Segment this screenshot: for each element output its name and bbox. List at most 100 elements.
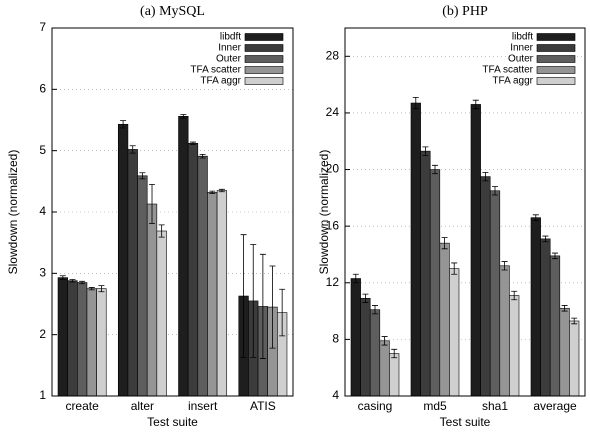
bar — [379, 340, 390, 397]
error-bar — [441, 237, 448, 250]
error-bar — [189, 141, 196, 145]
bar — [559, 307, 570, 397]
bar — [127, 149, 138, 397]
error-bar — [381, 336, 388, 346]
bar — [470, 104, 481, 397]
error-bar — [98, 285, 105, 293]
error-bar — [269, 265, 276, 349]
legend-label: TFA scatter — [482, 65, 533, 76]
bar — [549, 255, 561, 397]
bar — [569, 320, 580, 397]
error-bar — [129, 145, 136, 154]
bar — [439, 242, 450, 397]
plot-frame — [51, 27, 294, 397]
error-bar — [482, 171, 489, 182]
bar — [360, 298, 371, 397]
bar — [207, 192, 218, 397]
bar — [137, 175, 148, 397]
y-tick-label: 5 — [39, 143, 46, 157]
error-bar — [69, 279, 76, 283]
bar — [178, 116, 189, 397]
y-tick-label: 12 — [326, 275, 340, 289]
error-bar — [501, 261, 508, 271]
error-bar — [158, 224, 165, 238]
error-bar — [472, 99, 479, 110]
legend-swatch — [244, 33, 284, 41]
legend-label: Outer — [216, 54, 242, 65]
error-bar — [240, 234, 247, 358]
error-bar — [209, 190, 216, 194]
bar — [350, 278, 361, 397]
error-bar — [451, 262, 458, 275]
bar — [86, 288, 97, 397]
bar — [389, 353, 400, 397]
error-bar — [88, 287, 95, 291]
bar — [57, 277, 68, 397]
x-tick-label: ATIS — [250, 399, 276, 413]
error-bar — [571, 317, 578, 325]
bar — [530, 217, 541, 397]
bar — [369, 309, 381, 397]
y-tick-label: 16 — [326, 218, 340, 232]
x-tick-label: insert — [188, 399, 218, 413]
x-tick-label: md5 — [423, 399, 447, 413]
legend-label: TFA aggr — [200, 76, 241, 87]
legend-swatch — [536, 44, 576, 52]
error-bar — [422, 146, 429, 156]
legend-swatch — [244, 66, 284, 74]
error-bar — [59, 275, 66, 280]
y-axis-label: Slowdown (normalized) — [6, 150, 20, 275]
legend-swatch — [244, 55, 284, 63]
error-bar — [199, 153, 206, 159]
x-tick-label: sha1 — [482, 399, 508, 413]
bar — [410, 102, 421, 397]
error-bar — [412, 96, 419, 110]
x-tick-label: average — [533, 399, 577, 413]
error-bar — [352, 273, 359, 284]
y-tick-label: 2 — [39, 327, 46, 341]
chart-title: (a) MySQL — [140, 4, 205, 19]
bar — [67, 280, 78, 397]
error-bar — [279, 288, 286, 337]
bar — [117, 123, 129, 397]
bar — [429, 169, 441, 397]
y-tick-label: 8 — [332, 332, 339, 346]
bar — [499, 265, 510, 397]
plot-frame — [344, 27, 586, 397]
bar — [187, 143, 199, 397]
y-tick-label: 3 — [39, 266, 46, 280]
x-tick-label: alter — [131, 399, 154, 413]
y-tick-label: 6 — [39, 82, 46, 96]
x-tick-label: casing — [358, 399, 393, 413]
error-bar — [139, 172, 146, 180]
error-bar — [218, 188, 225, 193]
legend-swatch — [536, 77, 576, 85]
legend-label: TFA aggr — [492, 76, 533, 87]
bar — [540, 238, 551, 397]
legend-swatch — [536, 33, 576, 41]
legend-label: Outer — [508, 54, 534, 65]
bar — [77, 282, 88, 397]
error-bar — [259, 253, 266, 359]
error-bar — [492, 186, 498, 196]
error-bar — [542, 235, 549, 243]
y-tick-label: 4 — [39, 204, 46, 218]
y-axis-label: Slowdown (normalized) — [317, 150, 331, 275]
error-bar — [79, 280, 86, 285]
bar — [480, 176, 491, 397]
error-bar — [149, 184, 156, 225]
error-bar — [180, 114, 187, 119]
legend-label: Inner — [218, 43, 241, 54]
bar — [146, 203, 158, 397]
bar — [489, 190, 501, 397]
bar — [197, 155, 208, 397]
x-axis-label: Test suite — [440, 415, 491, 429]
chart-title: (b) PHP — [442, 4, 488, 19]
error-bar — [532, 214, 539, 221]
error-bar — [552, 252, 558, 260]
error-bar — [250, 244, 257, 358]
y-tick-label: 1 — [39, 388, 46, 402]
y-tick-label: 24 — [326, 105, 340, 119]
error-bar — [362, 293, 369, 303]
